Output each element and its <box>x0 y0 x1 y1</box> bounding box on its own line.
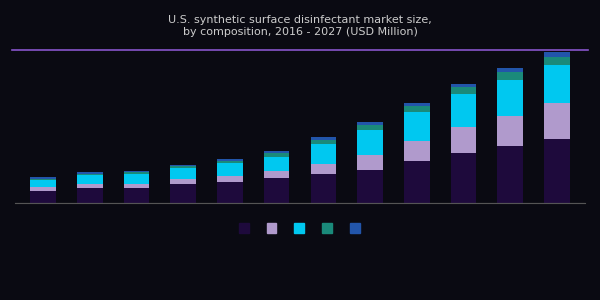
Bar <box>311 140 336 144</box>
Bar <box>77 188 103 203</box>
Bar <box>497 146 523 203</box>
Bar <box>357 155 383 170</box>
Bar <box>544 139 570 203</box>
Bar <box>404 106 430 112</box>
Bar <box>124 171 149 172</box>
Bar <box>77 184 103 188</box>
Bar <box>544 65 570 104</box>
Bar <box>77 172 103 174</box>
Bar <box>170 168 196 179</box>
Bar <box>217 176 243 182</box>
Bar <box>217 163 243 176</box>
Bar <box>30 180 56 187</box>
Bar <box>404 103 430 106</box>
Bar <box>497 68 523 73</box>
Bar <box>217 161 243 163</box>
Bar <box>451 87 476 94</box>
Bar <box>357 125 383 130</box>
Bar <box>124 174 149 184</box>
Bar <box>311 137 336 140</box>
Bar <box>357 169 383 203</box>
Bar <box>170 166 196 168</box>
Bar <box>357 130 383 155</box>
Bar <box>170 184 196 203</box>
Title: U.S. synthetic surface disinfectant market size,
by composition, 2016 - 2027 (US: U.S. synthetic surface disinfectant mark… <box>168 15 432 37</box>
Bar <box>77 174 103 175</box>
Bar <box>311 164 336 174</box>
Bar <box>30 177 56 179</box>
Bar <box>357 122 383 125</box>
Bar <box>264 171 289 178</box>
Bar <box>30 179 56 180</box>
Bar <box>451 127 476 153</box>
Bar <box>544 57 570 65</box>
Bar <box>497 80 523 116</box>
Bar <box>77 175 103 184</box>
Bar <box>124 188 149 203</box>
Bar <box>544 103 570 139</box>
Bar <box>124 172 149 174</box>
Bar <box>451 153 476 203</box>
Bar <box>170 179 196 184</box>
Bar <box>311 144 336 164</box>
Bar <box>264 153 289 157</box>
Bar <box>264 178 289 203</box>
Bar <box>264 151 289 153</box>
Bar <box>264 157 289 171</box>
Bar <box>451 94 476 127</box>
Bar <box>217 159 243 161</box>
Bar <box>404 161 430 203</box>
Legend: , , , , : , , , , <box>233 217 367 242</box>
Bar <box>497 73 523 80</box>
Bar <box>404 112 430 141</box>
Bar <box>497 116 523 146</box>
Bar <box>451 84 476 87</box>
Bar <box>30 190 56 203</box>
Bar <box>170 165 196 166</box>
Bar <box>217 182 243 203</box>
Bar <box>124 184 149 188</box>
Bar <box>404 141 430 161</box>
Bar <box>544 52 570 57</box>
Bar <box>311 174 336 203</box>
Bar <box>30 187 56 190</box>
